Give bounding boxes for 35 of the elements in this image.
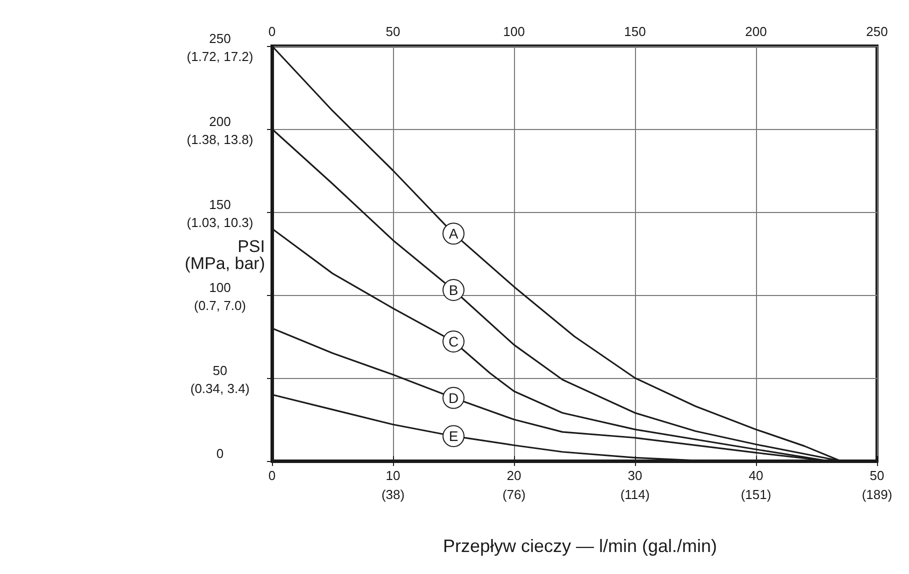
text: (1.38, 13.8)	[186, 132, 254, 147]
text: (151)	[740, 487, 772, 502]
x2-tick-label: 250	[866, 24, 888, 39]
y-axis-title: PSI (MPa, bar)	[184, 237, 265, 273]
x2-tick-label: 50	[386, 24, 400, 39]
x-tick-label: 50	[870, 468, 884, 483]
y-tick-label: 50	[212, 363, 228, 378]
text: (189)	[862, 487, 892, 502]
text: (0.7, 7.0)	[194, 298, 246, 313]
x2-tick-label: 100	[503, 24, 525, 39]
series-label: C	[448, 333, 459, 350]
series-label: B	[448, 282, 458, 298]
x-tick-label: 10	[386, 468, 400, 483]
text: (0.34, 3.4)	[190, 381, 250, 396]
x-tick-label: 20	[506, 468, 522, 483]
y-tick-label: 0	[216, 446, 224, 461]
y-tick-label: 100	[209, 280, 231, 295]
x-axis-title: Przepływ cieczy — l/min (gal./min)	[442, 536, 718, 556]
y-tick-label: 250	[209, 31, 231, 46]
series-label: E	[448, 428, 458, 444]
y-tick-label: 200	[209, 114, 231, 129]
series-label: A	[448, 226, 459, 242]
text: (1.72, 17.2)	[186, 49, 254, 64]
x-tick-label: 30	[628, 468, 642, 483]
text: (1.03, 10.3)	[186, 215, 254, 230]
text: (76)	[502, 487, 526, 502]
x2-tick-label: 150	[624, 24, 646, 39]
x2-tick-label: 200	[745, 24, 767, 39]
x-tick-label: 40	[748, 468, 764, 483]
x-tick-label: 0	[268, 468, 276, 483]
text: (114)	[620, 487, 650, 502]
series-label: D	[448, 390, 459, 406]
text: (38)	[381, 487, 405, 502]
x2-tick-label: 0	[268, 24, 276, 39]
y-tick-label: 150	[209, 197, 231, 212]
